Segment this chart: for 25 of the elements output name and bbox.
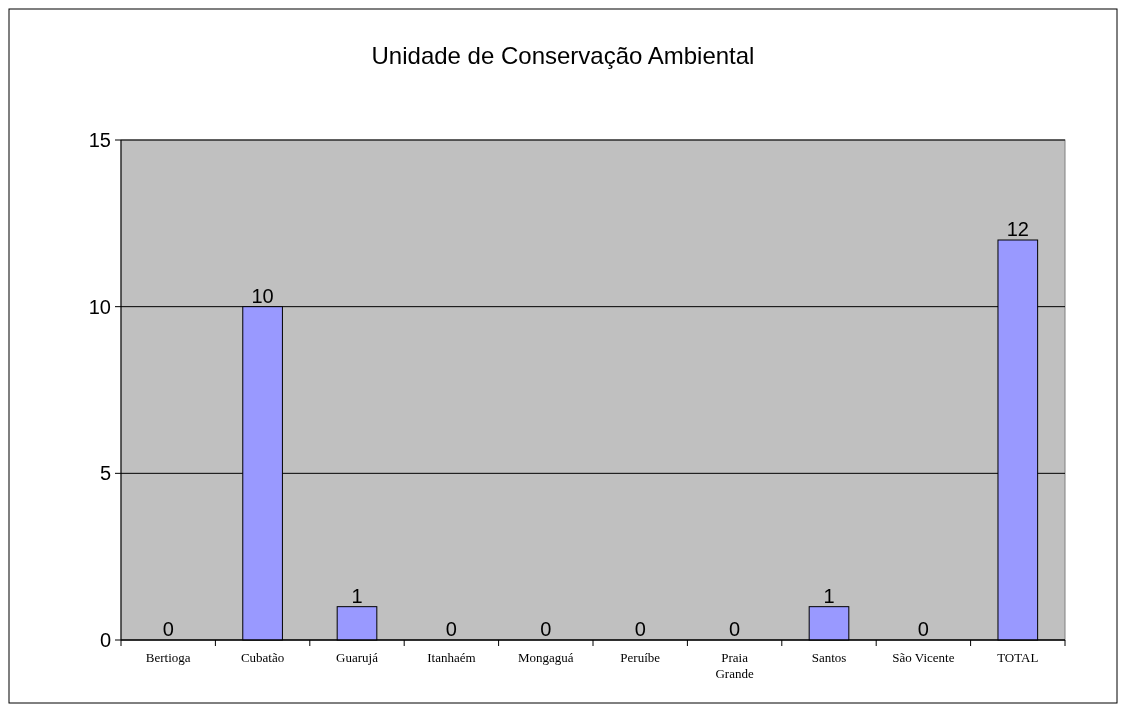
data-label: 0 bbox=[540, 618, 552, 640]
data-label: 0 bbox=[917, 618, 929, 640]
data-label: 0 bbox=[445, 618, 457, 640]
y-tick-label: 0 bbox=[99, 629, 111, 651]
data-label: 0 bbox=[162, 618, 174, 640]
chart-title: Unidade de Conservação Ambiental bbox=[371, 42, 755, 69]
data-label: 10 bbox=[251, 284, 274, 307]
data-label: 0 bbox=[634, 618, 646, 640]
y-tick-label: 15 bbox=[88, 129, 111, 151]
x-tick-label: São Vicente bbox=[892, 650, 955, 665]
x-tick-label: Mongaguá bbox=[518, 650, 574, 665]
x-tick-label: Santos bbox=[811, 650, 847, 665]
y-tick-label: 10 bbox=[88, 295, 111, 318]
x-tick-label: Peruíbe bbox=[620, 650, 661, 665]
data-label: 0 bbox=[729, 618, 741, 640]
y-tick-label: 5 bbox=[99, 462, 111, 485]
x-tick-label: Bertioga bbox=[145, 650, 191, 665]
x-tick-label: Cubatão bbox=[240, 650, 285, 665]
x-tick-label: Guarujá bbox=[336, 650, 379, 665]
data-label: 1 bbox=[823, 584, 835, 607]
x-tick-label: Praia Grande bbox=[715, 650, 754, 681]
x-tick-label: TOTAL bbox=[997, 650, 1039, 665]
data-label: 1 bbox=[351, 584, 363, 607]
data-label: 12 bbox=[1006, 218, 1029, 240]
x-tick-label: Itanhaém bbox=[427, 650, 476, 665]
